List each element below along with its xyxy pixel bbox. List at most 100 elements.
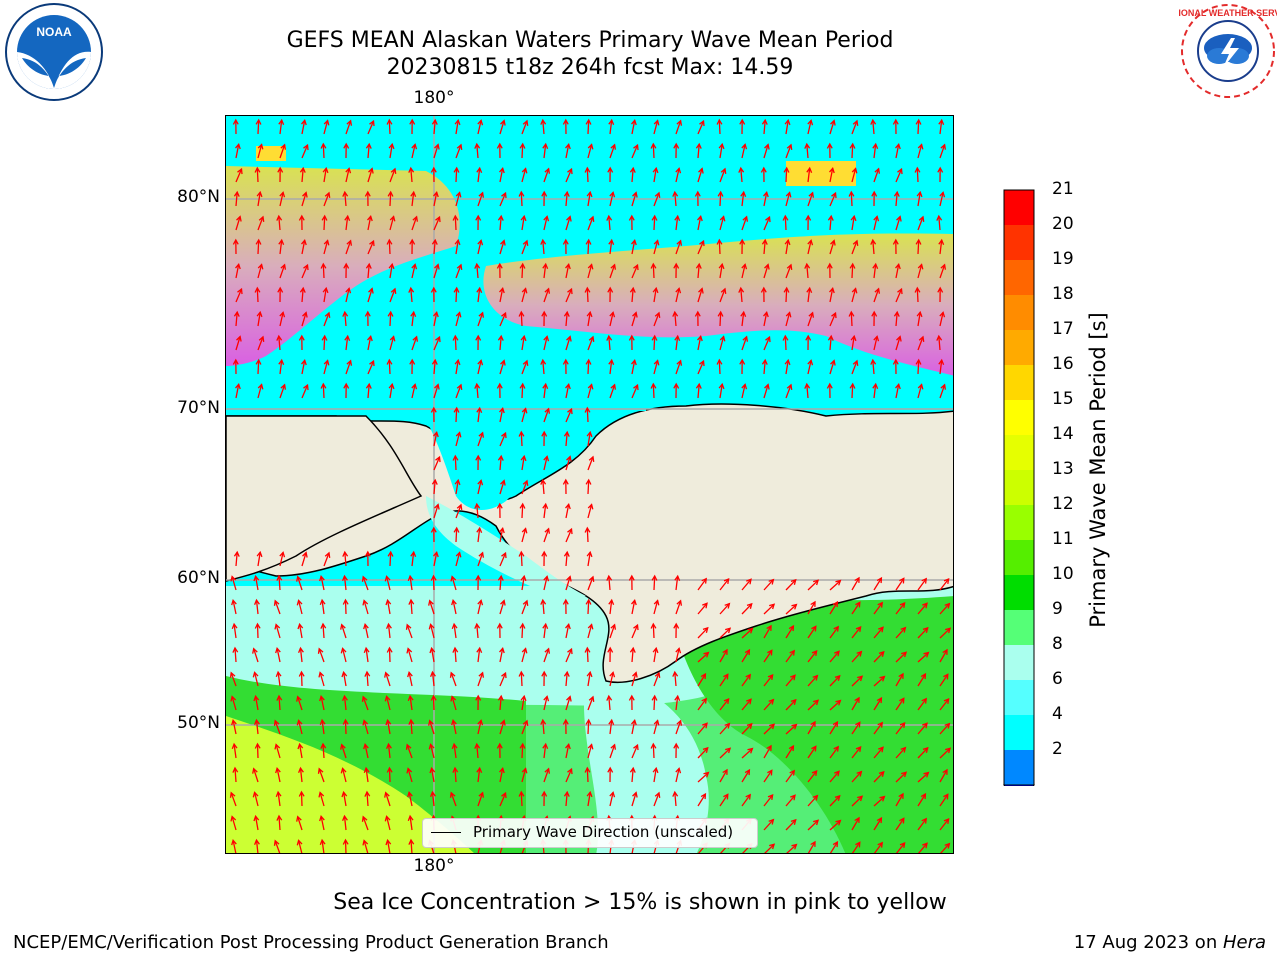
wave-direction-arrowhead: [811, 769, 818, 777]
wave-direction-arrowhead: [901, 651, 908, 658]
wave-direction-arrow: [631, 600, 636, 615]
wave-direction-arrow: [341, 624, 347, 639]
wave-direction-arrow: [741, 264, 746, 279]
wave-direction-arrowhead: [895, 382, 901, 390]
wave-direction-arrowhead: [856, 650, 863, 657]
wave-direction-arrow: [297, 696, 303, 711]
wave-direction-arrow: [675, 696, 679, 711]
wave-direction-arrow: [764, 843, 775, 853]
wave-direction-arrowhead: [873, 335, 880, 342]
wave-direction-arrow: [565, 504, 570, 519]
wave-direction-arrow: [587, 239, 590, 255]
wave-direction-arrowhead: [790, 794, 796, 801]
wave-direction-arrow: [385, 672, 391, 687]
wave-direction-arrow: [499, 792, 507, 807]
wave-direction-arrowhead: [652, 646, 659, 654]
wave-direction-arrowhead: [832, 720, 839, 728]
wave-direction-arrowhead: [384, 815, 391, 822]
wave-direction-arrow: [322, 623, 325, 639]
wave-direction-arrowhead: [541, 550, 548, 557]
wave-direction-arrow: [521, 720, 528, 735]
wave-direction-arrowhead: [810, 600, 816, 607]
wave-direction-arrow: [476, 384, 479, 399]
longitude-label-top: 180°: [413, 88, 455, 108]
wave-direction-arrowhead: [297, 742, 304, 750]
wave-direction-arrowhead: [255, 358, 262, 365]
wave-direction-arrowhead: [342, 310, 349, 317]
wave-direction-arrowhead: [567, 767, 573, 775]
wave-direction-arrow: [388, 119, 391, 135]
wave-direction-arrowhead: [405, 743, 412, 750]
wave-direction-arrow: [389, 384, 393, 399]
wave-direction-arrow: [807, 192, 814, 207]
wave-direction-arrowhead: [562, 118, 569, 125]
wave-direction-arrowhead: [433, 190, 439, 198]
wave-direction-arrowhead: [384, 791, 390, 798]
wave-direction-arrow: [917, 119, 920, 135]
wave-direction-arrow: [565, 648, 573, 663]
wave-direction-arrow: [785, 745, 794, 759]
sea-ice-east: [483, 233, 953, 376]
wave-direction-arrow: [829, 360, 835, 375]
wave-direction-arrowhead: [541, 430, 548, 437]
wave-direction-arrowhead: [368, 287, 374, 294]
wave-direction-arrow: [586, 287, 589, 303]
wave-direction-arrow: [938, 216, 941, 231]
wave-direction-arrow: [697, 240, 705, 255]
colorbar-tick-label: 9: [1052, 599, 1063, 619]
wave-direction-arrow: [499, 216, 502, 231]
wave-direction-arrowhead: [763, 310, 769, 318]
wave-direction-arrow: [274, 840, 281, 853]
wave-direction-arrowhead: [341, 814, 348, 821]
wave-direction-arrow: [410, 839, 413, 853]
wave-direction-arrow: [565, 432, 568, 447]
wave-direction-arrowhead: [342, 718, 349, 725]
wave-direction-arrow: [873, 216, 878, 231]
wave-direction-arrow: [389, 336, 395, 351]
wave-direction-arrowhead: [277, 286, 284, 293]
wave-direction-arrowhead: [871, 190, 878, 197]
wave-direction-arrow: [829, 580, 841, 591]
wave-direction-arrow: [940, 843, 950, 853]
colorbar-segment: [1004, 680, 1034, 715]
wave-direction-arrowhead: [694, 310, 701, 317]
wave-direction-arrowhead: [702, 602, 708, 609]
wave-direction-arrowhead: [944, 602, 951, 609]
wave-direction-arrow: [298, 744, 303, 759]
wave-direction-arrow: [697, 120, 705, 135]
wave-direction-arrowhead: [364, 790, 371, 797]
wave-direction-arrowhead: [518, 790, 525, 797]
wave-direction-arrow: [433, 144, 439, 159]
wave-direction-arrow: [454, 767, 457, 783]
wave-direction-arrow: [872, 240, 875, 255]
wave-direction-arrow: [476, 504, 479, 519]
wave-direction-arrowhead: [296, 575, 302, 582]
wave-direction-arrow: [608, 336, 611, 351]
wave-direction-arrowhead: [827, 214, 834, 221]
wave-direction-arrow: [785, 819, 797, 831]
wave-direction-arrowhead: [878, 650, 885, 657]
wave-direction-arrow: [587, 576, 594, 591]
wave-direction-arrow: [520, 431, 523, 447]
wave-direction-arrowhead: [632, 191, 638, 198]
wave-direction-arrowhead: [277, 166, 284, 173]
wave-direction-arrow: [917, 793, 926, 807]
wave-direction-arrowhead: [520, 334, 527, 342]
wave-direction-arrow: [279, 144, 286, 159]
wave-direction-arrow: [301, 144, 309, 159]
wave-direction-arrowhead: [303, 383, 309, 391]
wave-direction-arrowhead: [608, 358, 615, 366]
wave-direction-arrow: [829, 700, 841, 711]
wave-direction-arrow: [785, 650, 795, 663]
wave-direction-arrow: [631, 168, 634, 183]
wave-direction-arrowhead: [741, 143, 748, 150]
wave-direction-arrowhead: [456, 503, 463, 510]
wave-direction-arrowhead: [519, 742, 526, 749]
wave-direction-arrowhead: [456, 383, 463, 390]
wave-direction-arrow: [521, 240, 528, 255]
wave-direction-arrow: [345, 240, 352, 255]
wave-direction-arrow: [257, 336, 264, 351]
wave-direction-arrowhead: [879, 795, 886, 802]
wave-direction-arrowhead: [633, 263, 639, 271]
wave-direction-arrowhead: [340, 647, 347, 654]
